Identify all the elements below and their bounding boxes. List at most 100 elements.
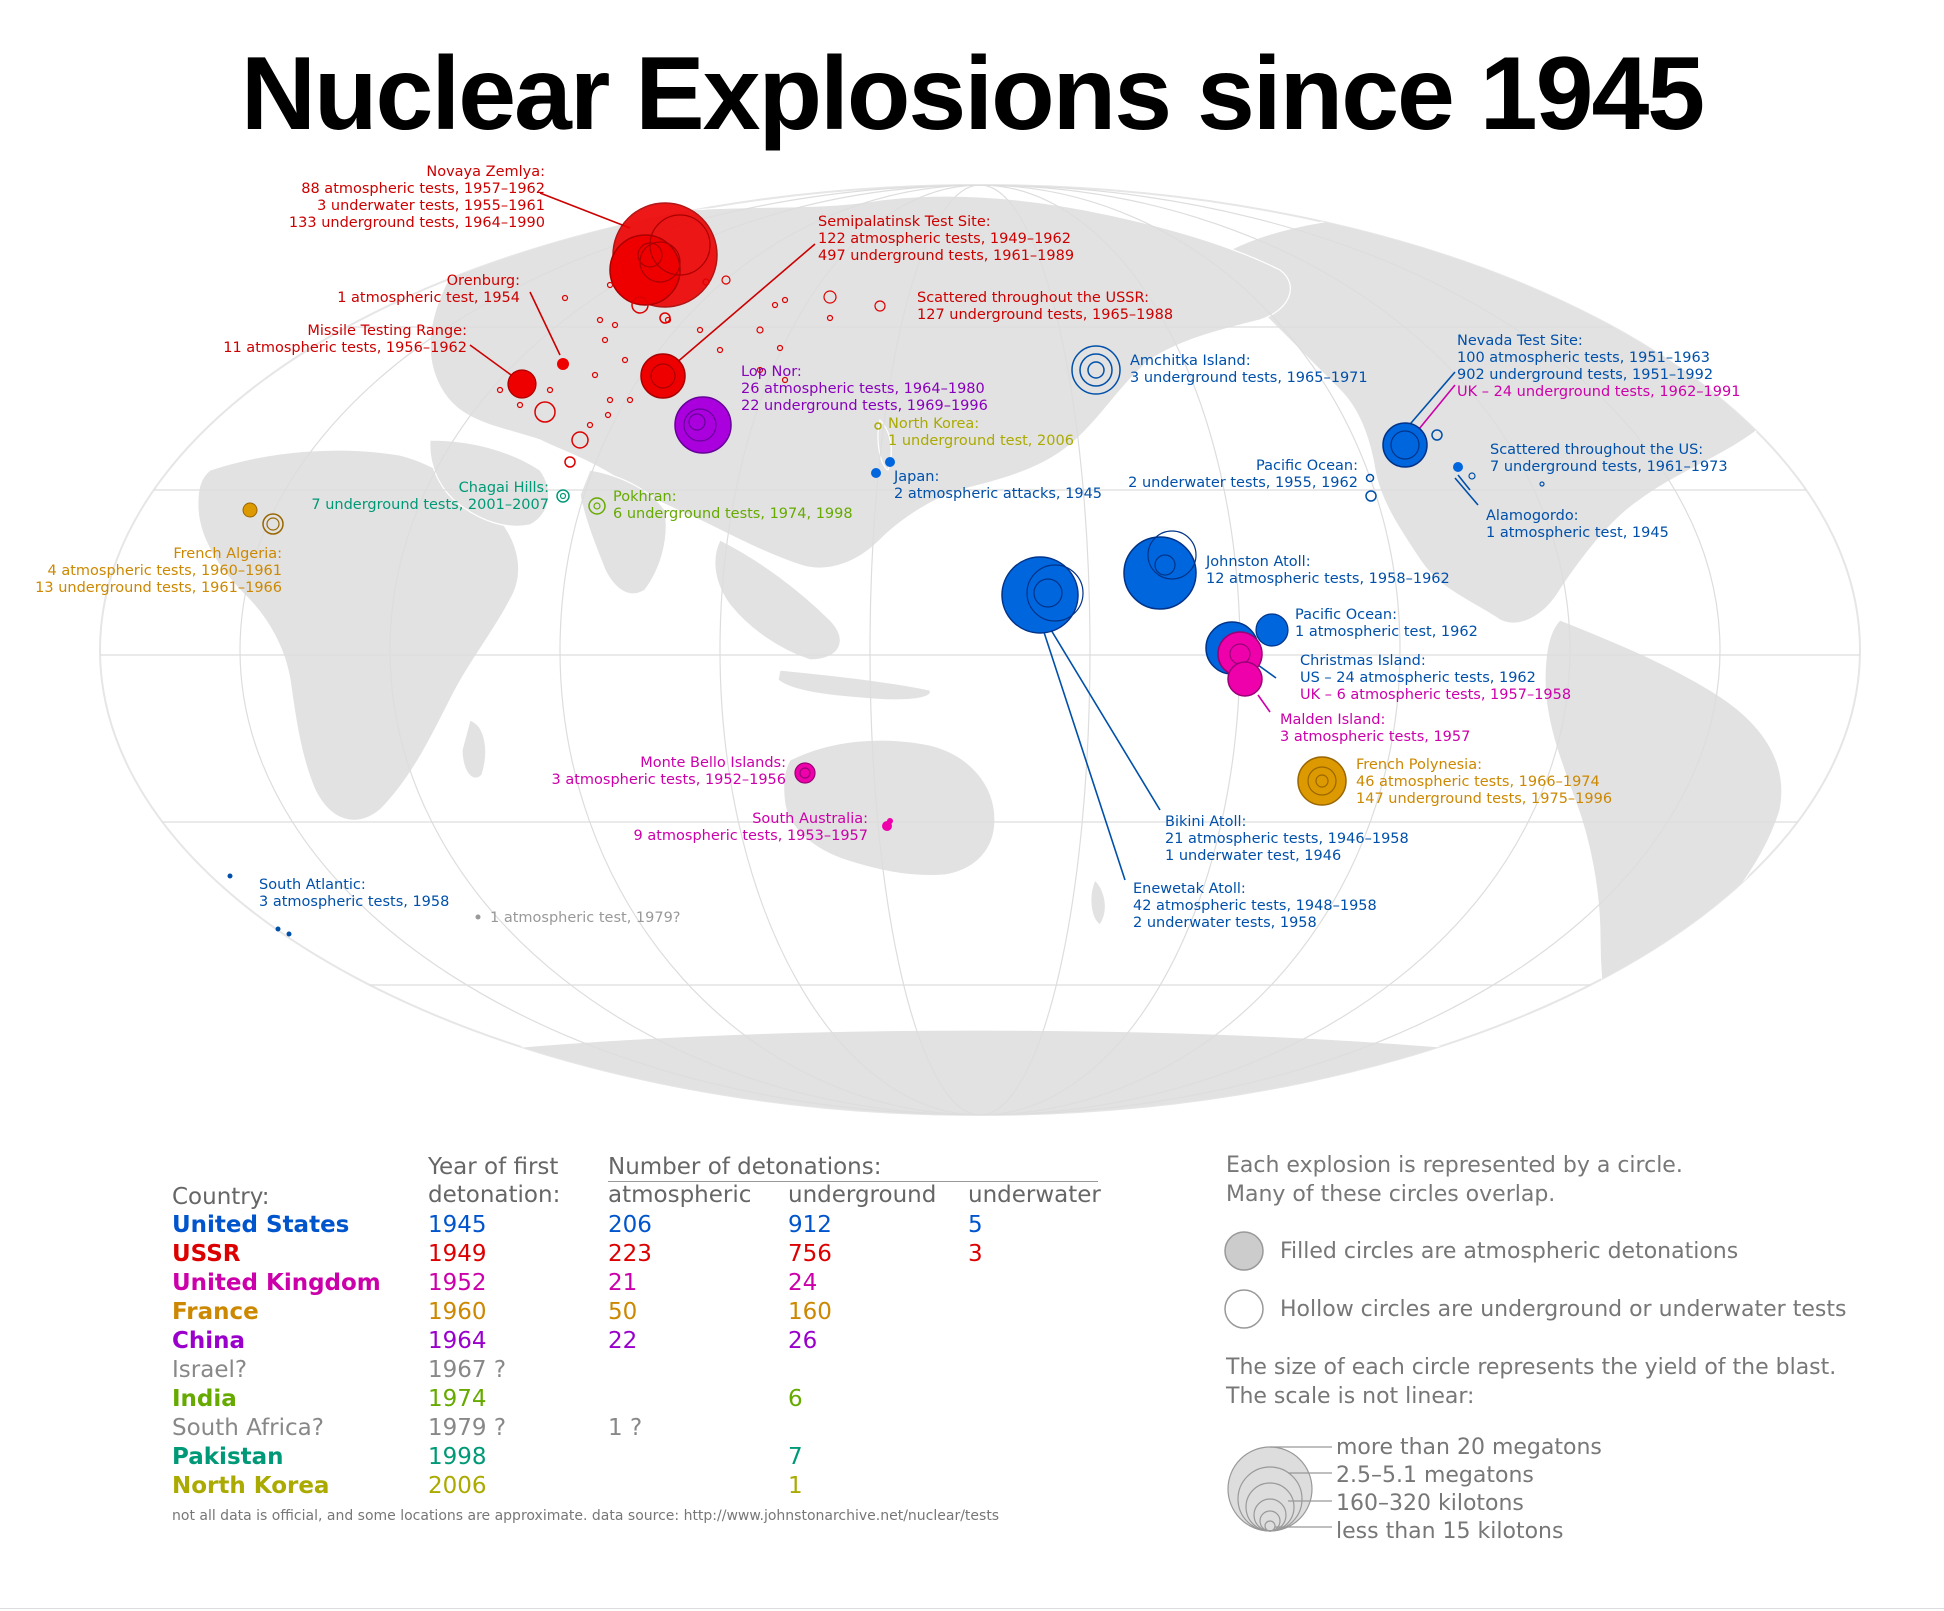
label-novaya: Novaya Zemlya: 88 atmospheric tests, 1957… — [289, 164, 545, 231]
cell-underground: 912 — [788, 1212, 832, 1238]
cell-underground: 7 — [788, 1444, 803, 1470]
table-row: Pakistan 1998 7 — [172, 1446, 1112, 1475]
filled-circle-sample — [1224, 1231, 1264, 1271]
explosion-circles — [227, 202, 1545, 937]
header-atmospheric: atmospheric — [608, 1182, 752, 1208]
key-size-2: The scale is not linear: — [1226, 1384, 1475, 1409]
header-year-1: Year of first — [428, 1154, 559, 1180]
nevada-cluster — [1382, 422, 1428, 468]
label-orenburg: Orenburg: 1 atmospheric test, 1954 — [337, 273, 520, 306]
table-row: Israel? 1967 ? — [172, 1359, 1112, 1388]
montebello-cluster — [794, 762, 816, 784]
label-nevada-uk: UK – 24 underground tests, 1962–1991 — [1457, 384, 1740, 400]
scale-label-4: less than 15 kilotons — [1336, 1519, 1564, 1544]
table-row: USSR 1949 223 756 3 — [172, 1243, 1112, 1272]
cell-underground: 160 — [788, 1299, 832, 1325]
cell-underground: 26 — [788, 1328, 818, 1354]
label-pacific1: Pacific Ocean: 2 underwater tests, 1955, … — [1128, 458, 1358, 491]
label-polynesia: French Polynesia: 46 atmospheric tests, 1… — [1356, 757, 1612, 807]
cell-country: United States — [172, 1212, 350, 1238]
cell-year: 1974 — [428, 1386, 487, 1412]
table-row: France 1960 50 160 — [172, 1301, 1112, 1330]
lop-nor-cluster — [674, 396, 732, 454]
header-year-2: detonation: — [428, 1182, 561, 1208]
new-zealand-land — [1090, 878, 1107, 926]
pacific-1962-dot — [1255, 613, 1289, 647]
cell-year: 1979 ? — [428, 1415, 507, 1441]
label-chagai: Chagai Hills: 7 underground tests, 2001–2… — [311, 480, 549, 513]
cell-atmospheric: 50 — [608, 1299, 638, 1325]
header-underwater: underwater — [968, 1182, 1101, 1208]
key-circle-samples — [1224, 1231, 1264, 1329]
header-detonations: Number of detonations: — [608, 1154, 882, 1180]
cell-underground: 1 — [788, 1473, 803, 1499]
cell-year: 1952 — [428, 1270, 487, 1296]
cell-underground: 24 — [788, 1270, 818, 1296]
satlantic-dot-1 — [227, 873, 233, 879]
algeria-atm — [242, 502, 258, 518]
table-row: North Korea 2006 1 — [172, 1475, 1112, 1504]
cell-atmospheric: 1 ? — [608, 1415, 643, 1441]
pacific-underwater-2 — [1365, 490, 1377, 502]
cell-country: South Africa? — [172, 1415, 324, 1441]
label-nkorea: North Korea: 1 underground test, 2006 — [888, 416, 1074, 449]
map-key: Each explosion is represented by a circl… — [1220, 1148, 1860, 1544]
cell-country: USSR — [172, 1241, 241, 1267]
header-underground: underground — [788, 1182, 937, 1208]
table-row: United Kingdom 1952 21 24 — [172, 1272, 1112, 1301]
chagai-dot — [556, 489, 570, 503]
table-row: South Africa? 1979 ? 1 ? — [172, 1417, 1112, 1446]
cell-underground: 6 — [788, 1386, 803, 1412]
australia-land — [783, 739, 996, 877]
indonesia-land — [777, 669, 931, 701]
label-nevada: Nevada Test Site: 100 atmospheric tests, … — [1457, 333, 1713, 383]
india-land — [579, 469, 667, 595]
header-rule — [608, 1181, 1098, 1182]
label-christmas-uk: UK – 6 atmospheric tests, 1957–1958 — [1300, 687, 1571, 703]
cell-country: China — [172, 1328, 246, 1354]
satlantic-dot-3 — [286, 931, 292, 937]
cell-year: 2006 — [428, 1473, 487, 1499]
leader-lines — [469, 192, 1479, 881]
table-row: United States 1945 206 912 5 — [172, 1214, 1112, 1243]
cell-country: India — [172, 1386, 237, 1412]
label-algeria: French Algeria: 4 atmospheric tests, 1960… — [35, 546, 282, 596]
japan-dot-1 — [871, 468, 881, 478]
pokhran-dot — [588, 497, 606, 515]
key-intro-1: Each explosion is represented by a circl… — [1226, 1153, 1683, 1178]
north-korea-dot — [874, 422, 882, 430]
cell-atmospheric: 206 — [608, 1212, 652, 1238]
cell-atmospheric: 21 — [608, 1270, 638, 1296]
label-scattered-us: Scattered throughout the US: 7 undergroun… — [1490, 442, 1728, 475]
cell-year: 1960 — [428, 1299, 487, 1325]
table-row: China 1964 22 26 — [172, 1330, 1112, 1359]
key-size-scale — [1227, 1446, 1332, 1532]
cell-year: 1945 — [428, 1212, 487, 1238]
satlantic-dot-2 — [275, 926, 281, 932]
cell-country: North Korea — [172, 1473, 330, 1499]
label-missile: Missile Testing Range: 11 atmospheric tes… — [223, 323, 467, 356]
semipalatinsk-cluster — [640, 353, 686, 399]
cell-atmospheric: 22 — [608, 1328, 638, 1354]
table-row: India 1974 6 — [172, 1388, 1112, 1417]
cell-year: 1998 — [428, 1444, 487, 1470]
cell-underwater: 3 — [968, 1241, 983, 1267]
middle-east-land — [429, 439, 550, 527]
country-table: Year of first detonation: Number of deto… — [172, 1148, 1112, 1538]
label-amchitka: Amchitka Island: 3 underground tests, 196… — [1130, 353, 1368, 386]
japan-dot-2 — [885, 457, 895, 467]
cell-year: 1964 — [428, 1328, 487, 1354]
madagascar-land — [461, 719, 487, 779]
label-lopnor: Lop Nor: 26 atmospheric tests, 1964–1980 2… — [741, 364, 988, 414]
label-montebello: Monte Bello Islands: 3 atmospheric tests,… — [551, 755, 786, 788]
data-source-note: not all data is official, and some locat… — [172, 1508, 1000, 1524]
scattered-us-dot-1 — [1453, 462, 1463, 472]
label-enewetak: Enewetak Atoll: 42 atmospheric tests, 194… — [1133, 881, 1377, 931]
label-vela: 1 atmospheric test, 1979? — [490, 910, 681, 926]
scattered-ussr-dots — [496, 275, 886, 429]
scale-label-1: more than 20 megatons — [1336, 1435, 1602, 1460]
label-japan: Japan: 2 atmospheric attacks, 1945 — [893, 469, 1102, 502]
label-saustralia: South Australia: 9 atmospheric tests, 195… — [633, 811, 868, 844]
key-hollow-text: Hollow circles are underground or underw… — [1280, 1297, 1847, 1322]
cell-country: United Kingdom — [172, 1270, 381, 1296]
